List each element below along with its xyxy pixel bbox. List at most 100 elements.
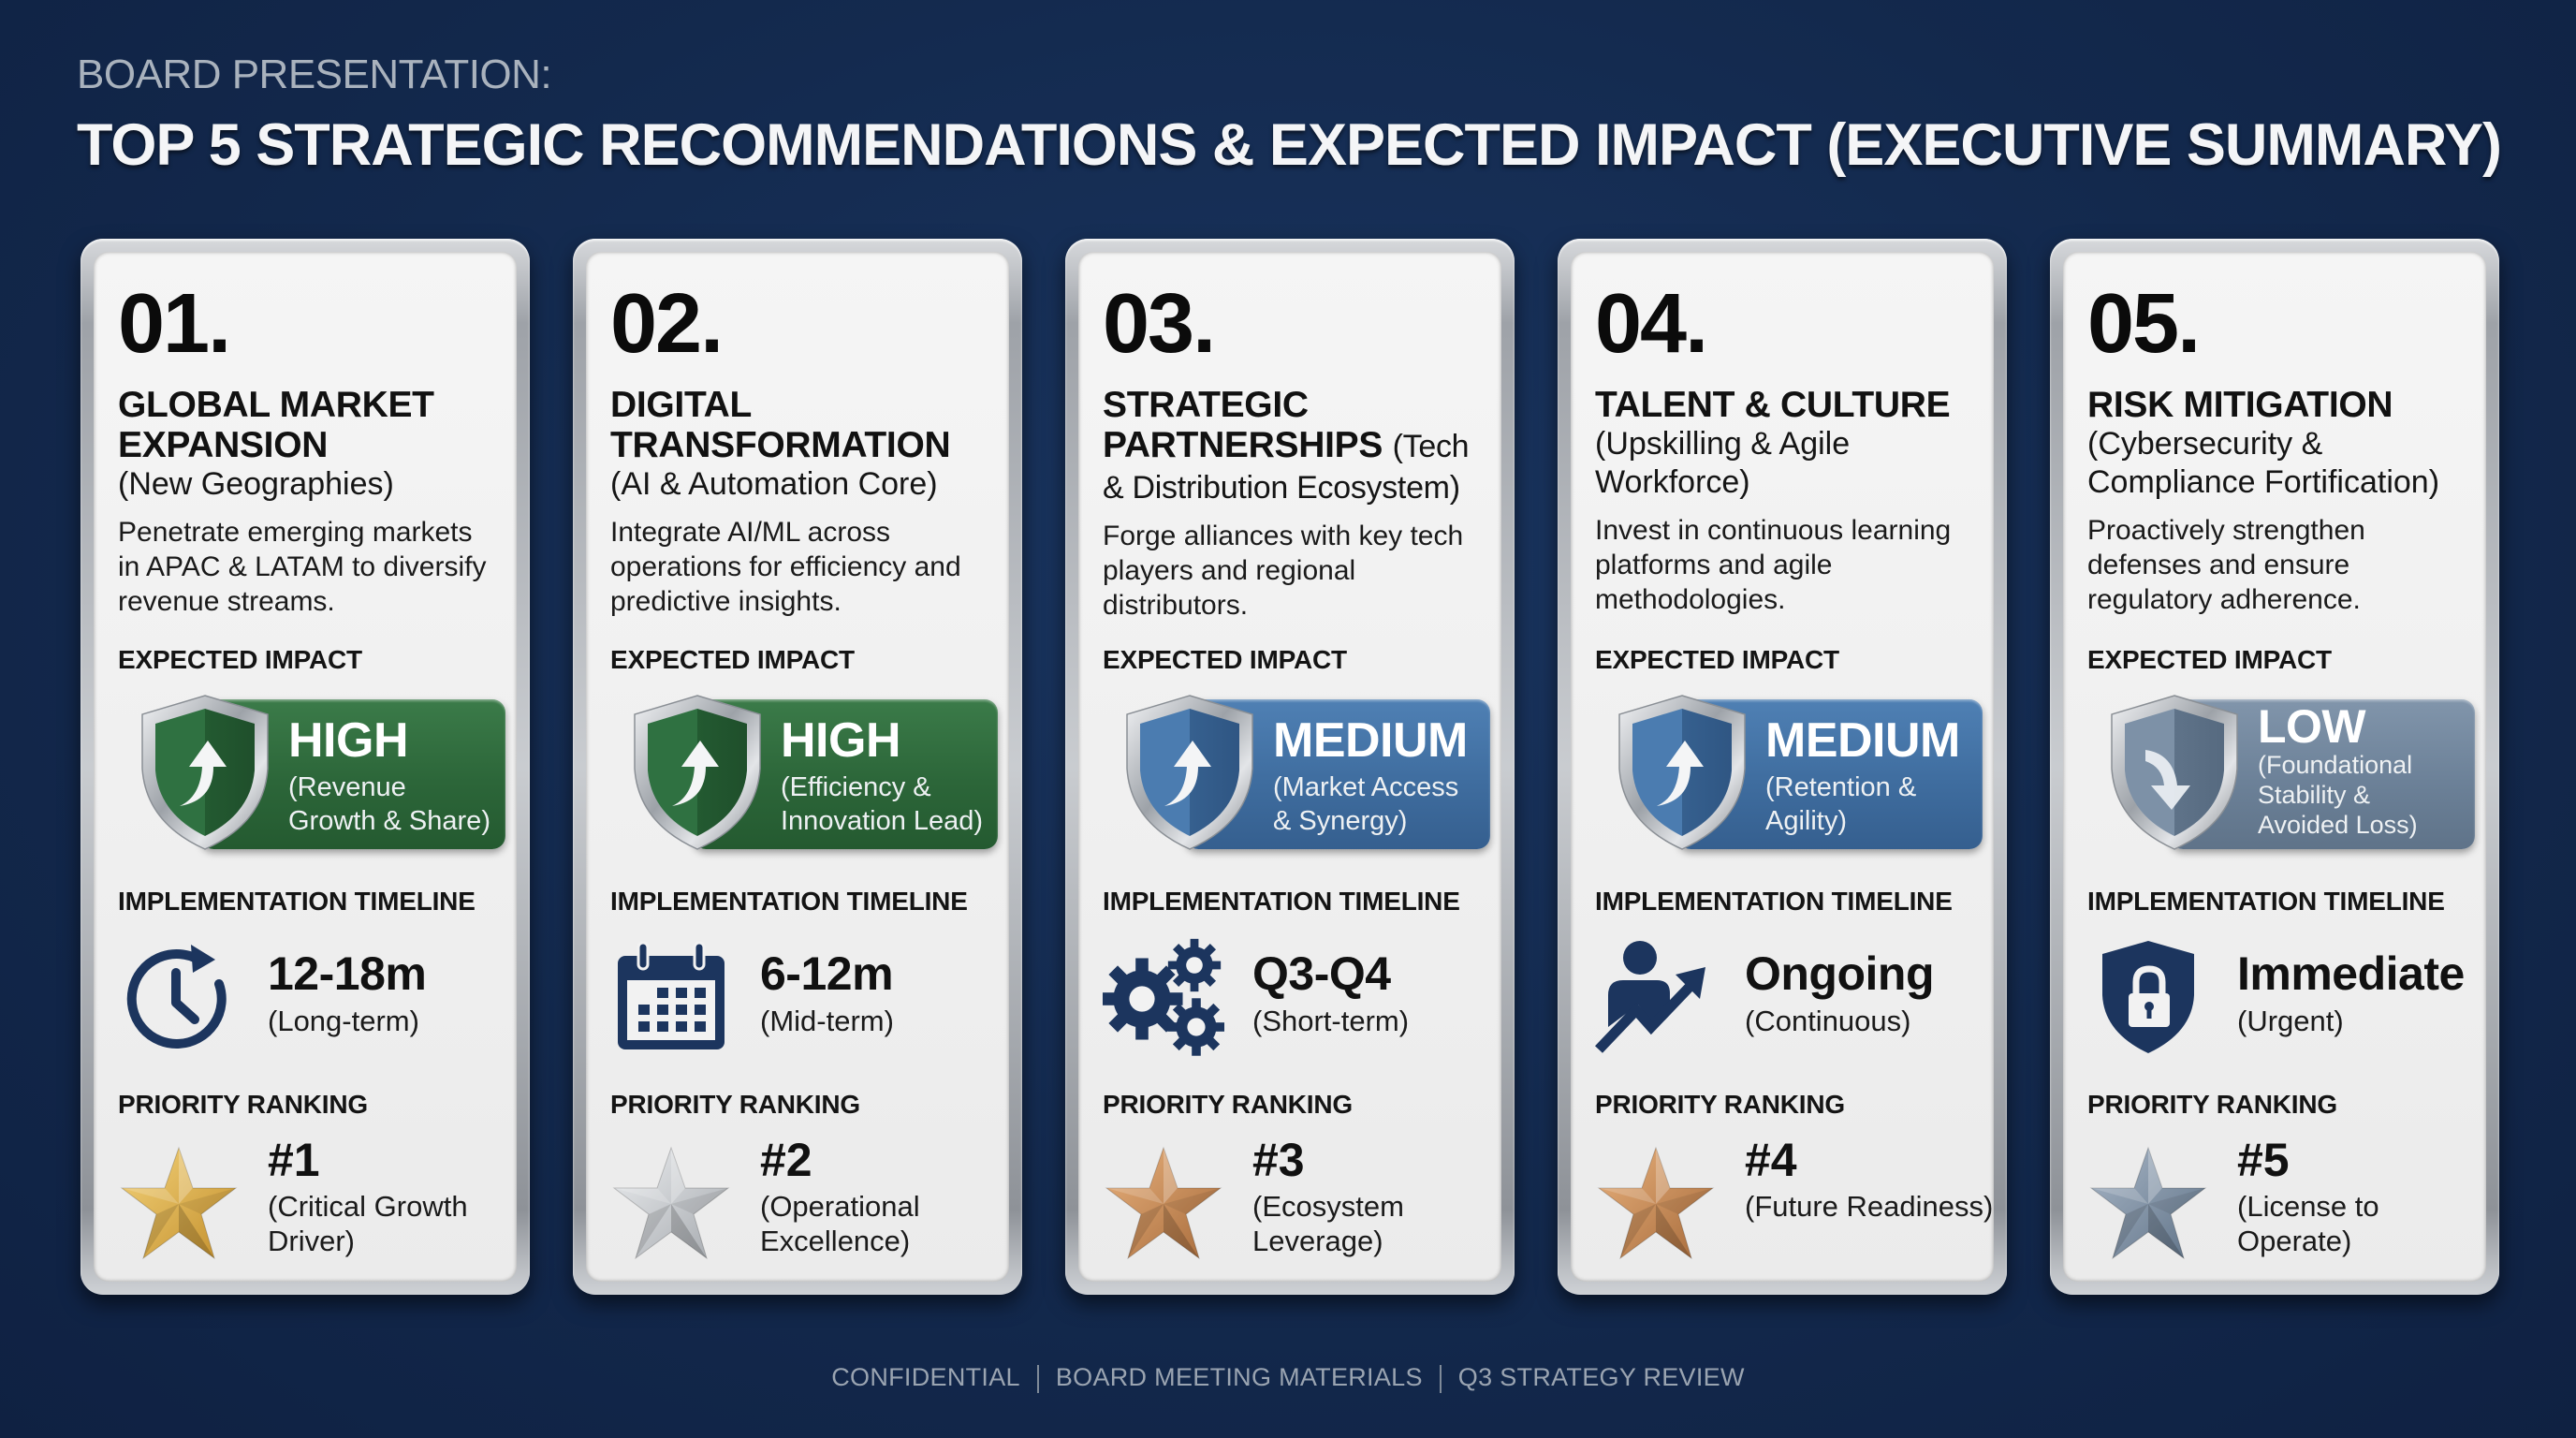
recommendation-title-text: GLOBAL MARKET EXPANSION xyxy=(118,385,434,465)
footer-board-materials: BOARD MEETING MATERIALS xyxy=(1055,1363,1423,1391)
recommendation-description: Integrate AI/ML across operations for ef… xyxy=(610,517,961,617)
recommendation-card-1: 01. GLOBAL MARKET EXPANSION (New Geograp… xyxy=(80,239,530,1295)
footer-confidential: CONFIDENTIAL xyxy=(831,1363,1020,1391)
card-number: 02. xyxy=(610,277,724,371)
expected-impact-label: EXPECTED IMPACT xyxy=(1103,645,1347,674)
card-panel: 05. RISK MITIGATION (Cybersecurity & Com… xyxy=(2063,252,2486,1282)
priority-text: #1 (Critical Growth Driver) xyxy=(268,1137,520,1258)
timeline-block: 6-12m (Mid-term) xyxy=(610,935,1013,1057)
impact-level: LOW xyxy=(2258,700,2366,753)
expected-impact-label: EXPECTED IMPACT xyxy=(1595,645,1839,674)
card-panel: 04. TALENT & CULTURE (Upskilling & Agile… xyxy=(1571,252,1994,1282)
impact-detail: (Revenue Growth & Share) xyxy=(288,772,490,836)
bronze-star-icon xyxy=(1103,1146,1224,1262)
priority-block: #3 (Ecosystem Leverage) xyxy=(1103,1137,1505,1268)
timeline-text: Q3-Q4 (Short-term) xyxy=(1252,950,1409,1038)
shield-arrow-down-icon xyxy=(2104,692,2245,853)
recommendation-title-text: TALENT & CULTURE xyxy=(1595,385,1951,425)
impact-badge: MEDIUM (Market Access & Synergy) xyxy=(1120,692,1490,853)
timeline-block: Q3-Q4 (Short-term) xyxy=(1101,935,1505,1057)
slide-footer: CONFIDENTIAL BOARD MEETING MATERIALS Q3 ST… xyxy=(0,1363,2576,1393)
priority-rank: #4 xyxy=(1745,1134,1797,1186)
timeline-note: (Mid-term) xyxy=(760,1005,894,1037)
recommendation-subtitle: (Tech & Distribution Ecosystem) xyxy=(1103,429,1470,506)
implementation-timeline-label: IMPLEMENTATION TIMELINE xyxy=(610,887,968,916)
recommendation-description: Invest in continuous learning platforms … xyxy=(1595,515,1952,615)
impact-badge-bar: HIGH (Efficiency & Innovation Lead) xyxy=(693,699,998,849)
priority-text: #2 (Operational Excellence) xyxy=(760,1137,1013,1258)
priority-ranking-label: PRIORITY RANKING xyxy=(2087,1090,2337,1119)
bronze-star-icon xyxy=(1595,1146,1717,1262)
slide-eyebrow: BOARD PRESENTATION: xyxy=(77,51,552,97)
implementation-timeline-label: IMPLEMENTATION TIMELINE xyxy=(2087,887,2445,916)
priority-rank: #2 xyxy=(760,1134,812,1186)
shield-arrow-up-icon xyxy=(627,692,768,853)
implementation-timeline-label: IMPLEMENTATION TIMELINE xyxy=(1103,887,1460,916)
steel-star-icon xyxy=(2087,1146,2209,1262)
impact-detail: (Foundational Stability & Avoided Loss) xyxy=(2258,751,2418,839)
impact-badge: LOW (Foundational Stability & Avoided Lo… xyxy=(2104,692,2475,853)
recommendation-card-2: 02. DIGITAL TRANSFORMATION (AI & Automat… xyxy=(573,239,1022,1295)
slide-header: BOARD PRESENTATION: TOP 5 STRATEGIC RECO… xyxy=(77,51,2502,175)
priority-ranking-label: PRIORITY RANKING xyxy=(118,1090,368,1119)
recommendation-title-text: STRATEGIC PARTNERSHIPS xyxy=(1103,385,1383,465)
priority-note: (Future Readiness) xyxy=(1745,1190,1994,1223)
impact-badge: HIGH (Efficiency & Innovation Lead) xyxy=(627,692,998,853)
footer-divider xyxy=(1439,1364,1442,1393)
recommendation-card-4: 04. TALENT & CULTURE (Upskilling & Agile… xyxy=(1558,239,2007,1295)
shield-arrow-up-icon xyxy=(135,692,275,853)
impact-detail: (Retention & Agility) xyxy=(1765,772,1917,836)
timeline-text: 6-12m (Mid-term) xyxy=(760,950,894,1038)
shield-arrow-up-icon xyxy=(1612,692,1752,853)
impact-badge: MEDIUM (Retention & Agility) xyxy=(1612,692,1983,853)
priority-block: #4 (Future Readiness) xyxy=(1595,1137,1998,1268)
timeline-note: (Continuous) xyxy=(1745,1005,1911,1037)
recommendation-description: Proactively strengthen defenses and ensu… xyxy=(2087,515,2365,615)
timeline-value: 6-12m xyxy=(760,947,894,1000)
timeline-note: (Short-term) xyxy=(1252,1005,1410,1037)
timeline-block: Immediate (Urgent) xyxy=(2087,935,2490,1057)
card-panel: 03. STRATEGIC PARTNERSHIPS (Tech & Distr… xyxy=(1078,252,1501,1282)
gold-star-icon xyxy=(118,1146,240,1262)
card-panel: 02. DIGITAL TRANSFORMATION (AI & Automat… xyxy=(586,252,1009,1282)
recommendation-title: STRATEGIC PARTNERSHIPS (Tech & Distribut… xyxy=(1103,385,1479,507)
timeline-text: Ongoing (Continuous) xyxy=(1745,947,1935,1038)
footer-divider xyxy=(1036,1364,1039,1393)
impact-level: MEDIUM xyxy=(1273,713,1468,768)
priority-rank: #5 xyxy=(2237,1134,2290,1186)
priority-text: #5 (License to Operate) xyxy=(2237,1137,2490,1258)
timeline-text: 12-18m (Long-term) xyxy=(268,947,427,1038)
silver-star-icon xyxy=(610,1146,732,1262)
implementation-timeline-label: IMPLEMENTATION TIMELINE xyxy=(1595,887,1953,916)
footer-strategy-review: Q3 STRATEGY REVIEW xyxy=(1457,1363,1745,1391)
timeline-value: 12-18m xyxy=(268,947,427,1000)
card-number: 03. xyxy=(1103,277,1216,371)
impact-level: HIGH xyxy=(781,713,901,768)
timeline-value: Q3-Q4 xyxy=(1252,947,1391,1000)
timeline-value: Ongoing xyxy=(1745,947,1935,1000)
expected-impact-label: EXPECTED IMPACT xyxy=(2087,645,2332,674)
impact-level: HIGH xyxy=(288,713,409,768)
calendar-icon xyxy=(610,935,732,1057)
timeline-text: Immediate (Urgent) xyxy=(2237,950,2465,1038)
recommendation-title-text: RISK MITIGATION xyxy=(2087,385,2393,425)
clock-refresh-icon xyxy=(118,935,240,1057)
recommendation-description: Penetrate emerging markets in APAC & LAT… xyxy=(118,517,487,617)
recommendation-subtitle: (Upskilling & Agile Workforce) xyxy=(1595,426,1851,500)
timeline-note: (Urgent) xyxy=(2237,1005,2344,1037)
impact-detail: (Market Access & Synergy) xyxy=(1273,772,1459,836)
priority-ranking-label: PRIORITY RANKING xyxy=(1103,1090,1353,1119)
priority-block: #1 (Critical Growth Driver) xyxy=(118,1137,520,1268)
recommendation-title: DIGITAL TRANSFORMATION xyxy=(610,385,987,465)
recommendation-card-3: 03. STRATEGIC PARTNERSHIPS (Tech & Distr… xyxy=(1065,239,1515,1295)
recommendation-description: Forge alliances with key tech players an… xyxy=(1103,521,1464,621)
recommendation-title: RISK MITIGATION xyxy=(2087,385,2464,425)
timeline-note: (Long-term) xyxy=(268,1005,419,1037)
recommendation-title-text: DIGITAL TRANSFORMATION xyxy=(610,385,951,465)
impact-level: MEDIUM xyxy=(1765,713,1960,768)
expected-impact-label: EXPECTED IMPACT xyxy=(610,645,855,674)
card-number: 01. xyxy=(118,277,231,371)
shield-arrow-up-icon xyxy=(1120,692,1260,853)
shield-lock-icon xyxy=(2087,935,2209,1057)
impact-badge: HIGH (Revenue Growth & Share) xyxy=(135,692,505,853)
